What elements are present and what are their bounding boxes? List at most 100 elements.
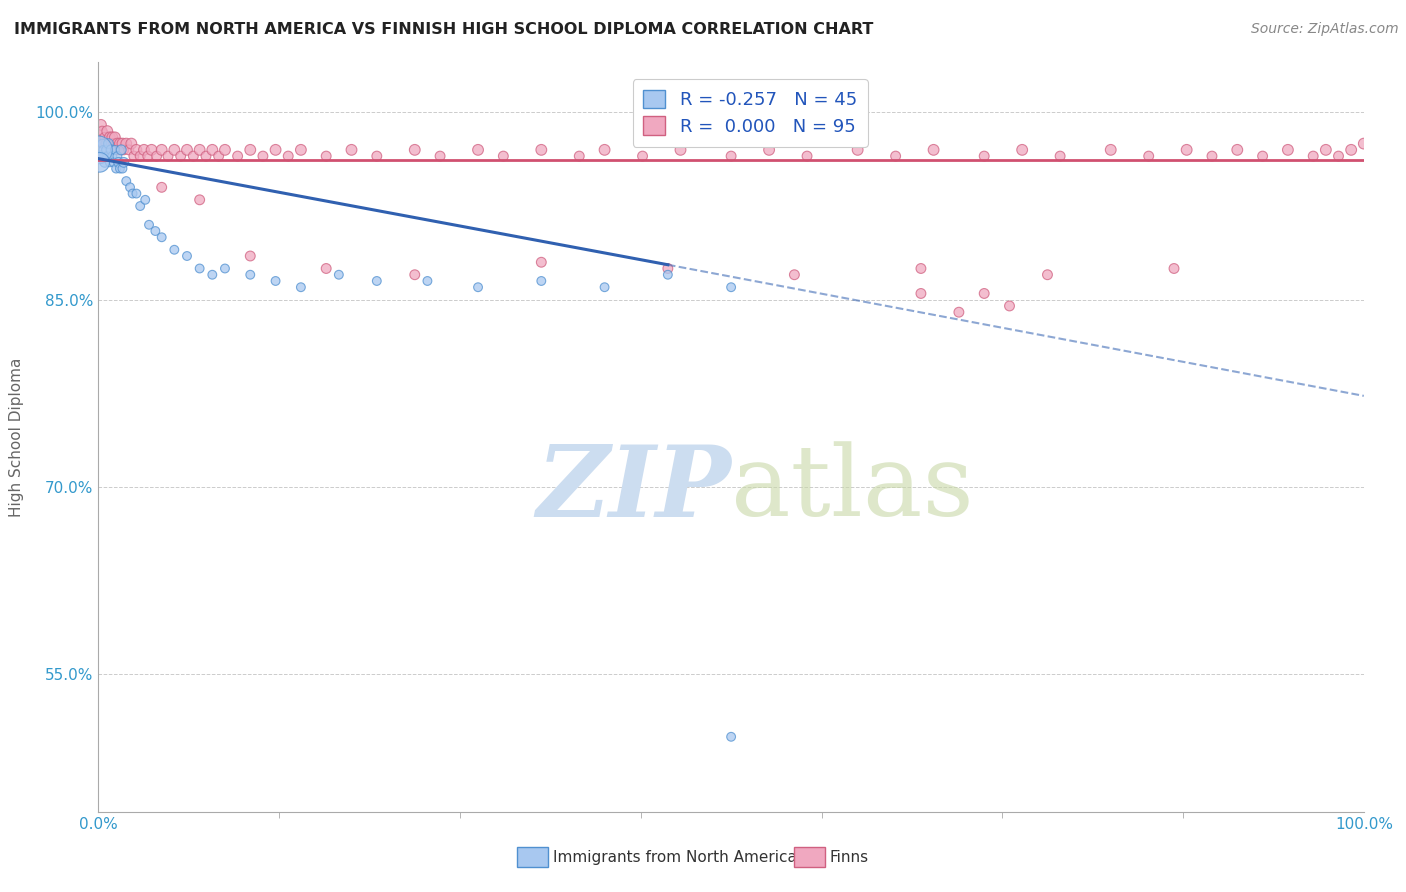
Point: [416, 274, 439, 288]
Point: [530, 274, 553, 288]
Point: [1099, 143, 1122, 157]
Point: [150, 143, 173, 157]
Point: [98, 155, 121, 169]
Point: [188, 193, 211, 207]
Point: [657, 268, 679, 282]
Point: [103, 136, 125, 151]
Point: [93, 143, 115, 157]
Point: [90, 149, 112, 163]
Point: [910, 286, 932, 301]
Point: [120, 180, 141, 194]
Point: [252, 149, 274, 163]
Point: [467, 143, 489, 157]
Point: [1175, 143, 1198, 157]
Point: [91, 124, 114, 138]
Point: [226, 149, 249, 163]
Point: [89, 130, 111, 145]
Point: [530, 255, 553, 269]
Text: ZIP: ZIP: [536, 442, 731, 538]
Point: [94, 136, 117, 151]
Point: [163, 243, 186, 257]
Point: [107, 155, 129, 169]
Text: Immigrants from North America: Immigrants from North America: [553, 850, 796, 864]
Point: [467, 280, 489, 294]
Point: [105, 161, 128, 176]
Point: [783, 268, 806, 282]
Point: [593, 143, 616, 157]
Point: [1011, 143, 1033, 157]
Point: [846, 143, 869, 157]
Point: [176, 249, 198, 263]
Point: [100, 136, 122, 151]
Point: [1036, 268, 1059, 282]
Point: [176, 143, 198, 157]
Point: [492, 149, 515, 163]
Point: [214, 261, 236, 276]
Point: [264, 143, 287, 157]
Point: [145, 224, 166, 238]
Point: [1049, 149, 1071, 163]
Text: atlas: atlas: [731, 442, 974, 537]
Point: [366, 274, 388, 288]
Point: [264, 274, 287, 288]
Legend: R = -0.257   N = 45, R =  0.000   N = 95: R = -0.257 N = 45, R = 0.000 N = 95: [633, 79, 868, 146]
Point: [94, 143, 117, 157]
Point: [107, 143, 129, 157]
Point: [239, 249, 262, 263]
Point: [122, 149, 145, 163]
Point: [758, 143, 780, 157]
Point: [121, 186, 143, 201]
Point: [169, 149, 191, 163]
Point: [720, 280, 742, 294]
Text: Source: ZipAtlas.com: Source: ZipAtlas.com: [1251, 22, 1399, 37]
Point: [1201, 149, 1223, 163]
Point: [108, 161, 131, 176]
Point: [1353, 136, 1375, 151]
Point: [101, 130, 124, 145]
Point: [157, 149, 180, 163]
Point: [631, 149, 654, 163]
Point: [96, 149, 118, 163]
Point: [141, 143, 163, 157]
Point: [132, 143, 155, 157]
Point: [120, 136, 142, 151]
Point: [720, 149, 742, 163]
Point: [115, 136, 138, 151]
Point: [340, 143, 363, 157]
Point: [90, 118, 112, 132]
Point: [103, 155, 125, 169]
Point: [194, 149, 218, 163]
Point: [101, 149, 124, 163]
Point: [796, 149, 818, 163]
Point: [1327, 149, 1350, 163]
Point: [1226, 143, 1249, 157]
Point: [1315, 143, 1337, 157]
Point: [125, 186, 148, 201]
Point: [111, 136, 134, 151]
Point: [404, 143, 426, 157]
Point: [105, 143, 128, 157]
Point: [214, 143, 236, 157]
Point: [366, 149, 388, 163]
Point: [429, 149, 451, 163]
Point: [201, 268, 224, 282]
Point: [948, 305, 970, 319]
Point: [568, 149, 591, 163]
Point: [1137, 149, 1160, 163]
Point: [1251, 149, 1274, 163]
Point: [1277, 143, 1299, 157]
Point: [404, 268, 426, 282]
Point: [183, 149, 205, 163]
Point: [110, 143, 132, 157]
Point: [100, 143, 122, 157]
Point: [530, 143, 553, 157]
Point: [208, 149, 231, 163]
Point: [884, 149, 907, 163]
Point: [129, 199, 152, 213]
Point: [290, 143, 312, 157]
Point: [87, 143, 110, 157]
Point: [315, 149, 337, 163]
Point: [239, 143, 262, 157]
Point: [136, 149, 159, 163]
Point: [97, 136, 120, 151]
